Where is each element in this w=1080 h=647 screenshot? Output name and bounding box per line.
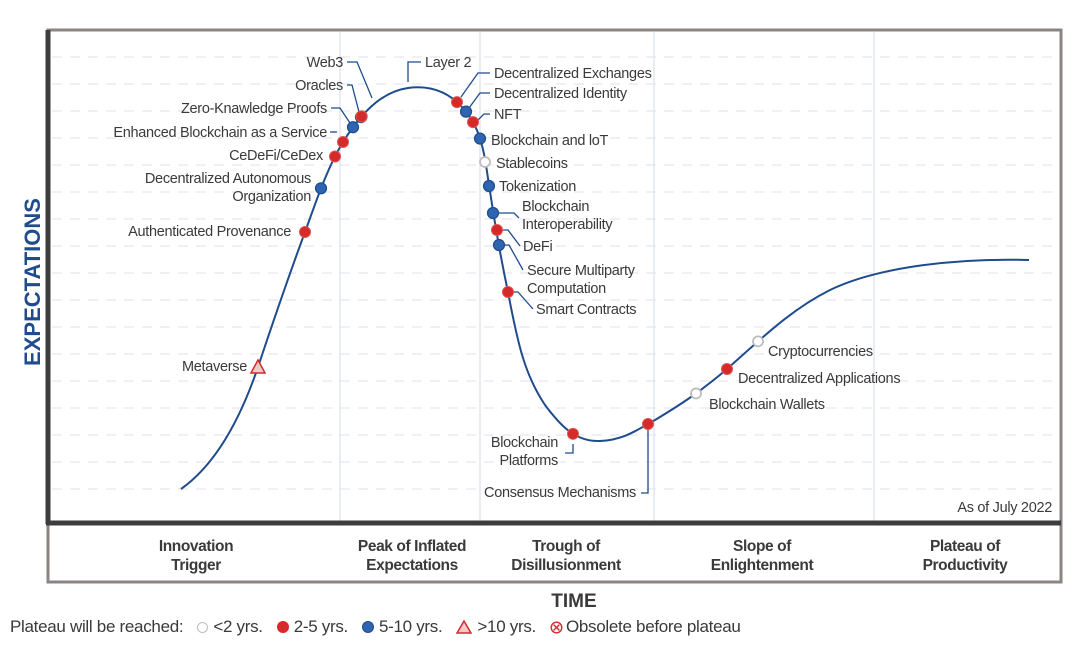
point-label: Platforms (499, 453, 558, 469)
data-point-blue (314, 182, 328, 195)
point-label: Blockchain (522, 199, 589, 215)
point-label: Blockchain and loT (491, 133, 609, 149)
legend-label: 5-10 yrs. (378, 617, 443, 636)
data-point-blue (492, 238, 506, 252)
data-point-red (491, 224, 503, 236)
phase-label-peak: Peak of Inflated (358, 538, 466, 555)
point-label: Cryptocurrencies (768, 344, 873, 360)
phase-label-slope: Enlightenment (711, 557, 814, 574)
grid (52, 32, 1058, 521)
point-label: Tokenization (499, 179, 576, 195)
data-point-blue (486, 206, 500, 220)
leader-line (565, 444, 574, 454)
leader-lines (330, 61, 649, 494)
leader-line (468, 92, 490, 109)
leader-line (407, 61, 421, 82)
y-axis-title: EXPECTATIONS (20, 198, 45, 366)
phase-labels: Innovation Trigger Peak of Inflated Expecta… (159, 538, 1009, 574)
point-label: Consensus Mechanisms (484, 485, 636, 501)
legend: Plateau will be reached: <2 yrs. 2-5 yrs… (10, 617, 741, 637)
legend-label: <2 yrs. (213, 617, 263, 636)
leader-line (501, 229, 521, 247)
point-label: Decentralized Identity (494, 86, 628, 102)
data-point-red (451, 96, 463, 109)
point-label: Smart Contracts (536, 302, 636, 318)
red-circle-icon (276, 621, 289, 633)
circled-x-icon (550, 620, 563, 634)
legend-item-obsolete: Obsolete before plateau (550, 617, 741, 637)
phase-label-trough: Disillusionment (511, 557, 621, 574)
point-label: Enhanced Blockchain as a Service (113, 125, 327, 141)
phase-label-peak: Expectations (366, 557, 458, 574)
point-label: Secure Multiparty (527, 263, 636, 279)
leader-line (347, 84, 360, 113)
point-label: Web3 (307, 55, 344, 71)
hollow-circle-icon (197, 621, 209, 633)
data-point-red (641, 417, 654, 430)
point-label: Blockchain (491, 435, 558, 451)
data-point-blue (482, 179, 496, 193)
point-label: Computation (527, 281, 606, 297)
point-label: Organization (232, 189, 311, 205)
data-point-red (355, 110, 368, 123)
data-point-hollow (752, 335, 764, 348)
point-label: Blockchain Wallets (709, 397, 825, 413)
data-point-red (337, 136, 349, 148)
point-labels: Metaverse Authenticated Provenance Decentr… (113, 55, 900, 501)
point-label: Decentralized Exchanges (494, 66, 652, 82)
data-point-blue (459, 105, 473, 118)
legend-item-5-10: 5-10 yrs. (361, 617, 443, 637)
legend-item-lt2: <2 yrs. (197, 617, 263, 637)
legend-label: Obsolete before plateau (565, 617, 741, 636)
leader-line (503, 244, 524, 271)
phase-label-trough: Trough of (532, 538, 601, 555)
phase-label-innovation-trigger: Innovation (159, 538, 233, 555)
data-point-hollow (690, 387, 702, 400)
data-point-red (502, 286, 514, 298)
leader-line (347, 61, 373, 99)
point-label: NFT (494, 107, 522, 123)
point-label: Oracles (295, 78, 343, 94)
legend-label: 2-5 yrs. (293, 617, 349, 636)
point-label: Stablecoins (496, 156, 568, 172)
x-axis-title: TIME (551, 591, 596, 612)
leader-line (331, 107, 351, 124)
point-label: Authenticated Provenance (128, 224, 291, 240)
point-label: CeDeFi/CeDex (229, 148, 324, 164)
point-label: Decentralized Autonomous (145, 171, 311, 187)
point-label: Interoperability (522, 217, 613, 233)
data-point-blue (346, 121, 360, 134)
legend-item-gt10: >10 yrs. (456, 617, 536, 637)
point-label: DeFi (523, 239, 552, 255)
point-label: Zero-Knawledge Proofs (181, 101, 327, 117)
data-point-triangle (249, 358, 267, 374)
data-point-blue (473, 132, 487, 145)
leader-line (641, 428, 649, 494)
legend-title: Plateau will be reached: (10, 617, 184, 636)
data-point-red (720, 363, 733, 376)
point-label: Layer 2 (425, 55, 471, 71)
legend-item-2-5: 2-5 yrs. (276, 617, 349, 637)
triangle-icon (456, 620, 473, 634)
blue-circle-icon (361, 621, 374, 633)
leader-line (460, 72, 490, 98)
data-point-red (567, 427, 579, 440)
as-of-annotation: As of July 2022 (957, 500, 1052, 516)
data-point-red (298, 226, 311, 239)
point-label: Metaverse (182, 359, 247, 375)
leader-line (476, 113, 490, 122)
point-label: Decentralized Applications (738, 371, 900, 387)
data-point-red (466, 116, 479, 129)
data-point-red (328, 150, 341, 163)
markers (249, 96, 764, 440)
phase-label-slope: Slope of (733, 538, 792, 555)
legend-label: >10 yrs. (477, 617, 536, 636)
phase-label-plateau: Productivity (923, 557, 1009, 574)
phase-label-innovation-trigger: Trigger (171, 557, 221, 574)
phase-label-plateau: Plateau of (930, 538, 1001, 555)
data-point-hollow (479, 156, 491, 168)
leader-line (498, 212, 520, 219)
